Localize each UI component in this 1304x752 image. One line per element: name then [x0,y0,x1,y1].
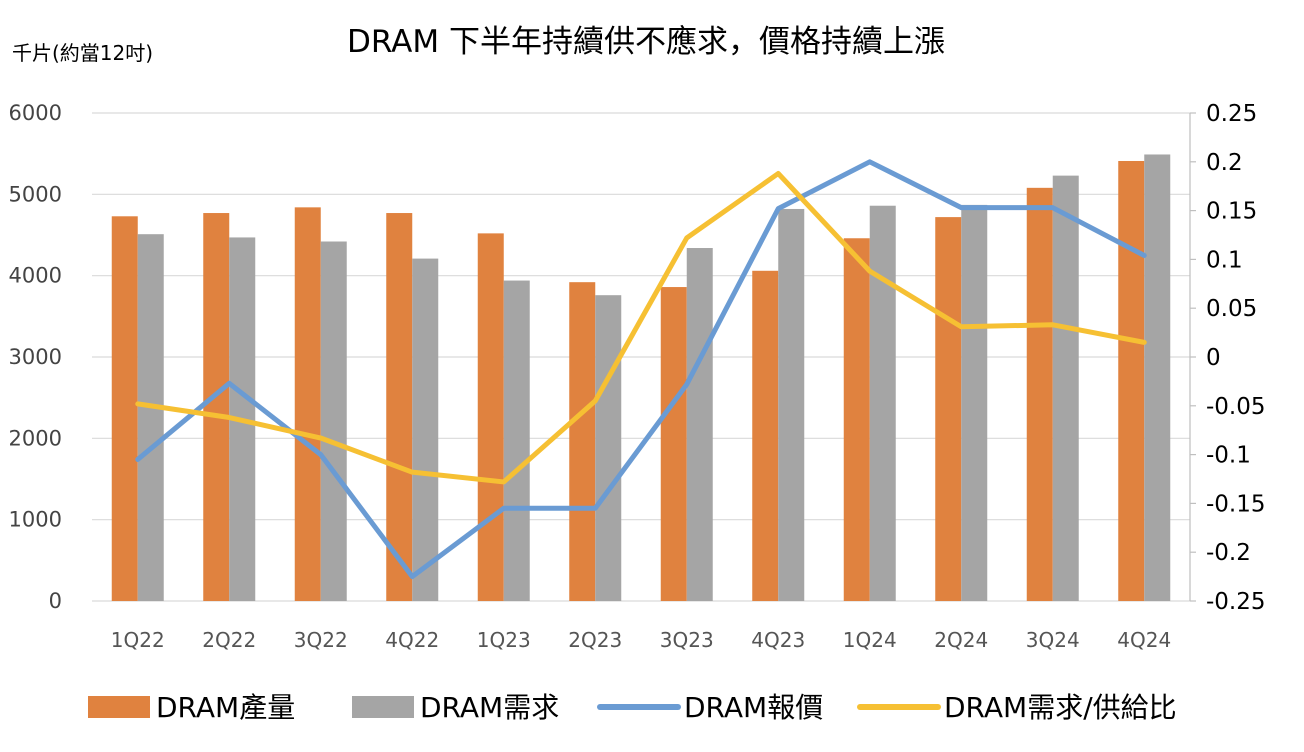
bar-production [569,282,596,601]
y-tick-label-right: -0.25 [1206,589,1266,615]
bar-production [1118,160,1145,601]
y-tick-label-right: 0.1 [1206,247,1243,273]
x-tick-label: 2Q22 [202,628,256,652]
bar-production [1026,187,1053,601]
x-tick-label: 1Q22 [111,628,165,652]
y-axis-unit-label: 千片(約當12吋) [12,41,153,65]
bar-demand [137,234,164,602]
y-tick-label-left: 0 [49,589,62,613]
bar-demand [869,205,896,601]
x-tick-label: 3Q22 [294,628,348,652]
y-tick-label-right: -0.2 [1206,540,1251,566]
bar-demand [595,295,622,601]
bar-series-group [111,154,1171,602]
x-tick-label: 2Q24 [934,628,988,652]
x-tick-label: 3Q23 [660,628,714,652]
chart-title: DRAM 下半年持續供不應求，價格持續上漲 [347,24,945,60]
x-tick-label: 2Q23 [568,628,622,652]
bar-production [294,207,321,601]
legend-label: DRAM需求 [420,691,559,724]
y-tick-label-right: 0.05 [1206,296,1257,322]
legend: DRAM產量 DRAM需求 DRAM報價 DRAM需求/供給比 [88,691,1177,724]
bar-production [111,216,138,601]
bar-production [660,287,687,601]
bar-demand [503,280,530,601]
bar-demand [1052,175,1079,602]
legend-label: DRAM產量 [156,691,295,724]
bar-demand [686,248,713,601]
legend-swatch [352,696,414,718]
y-tick-label-right: 0.25 [1206,101,1257,127]
bar-production [386,213,413,602]
bar-demand [1144,154,1171,602]
x-tick-label: 1Q23 [477,628,531,652]
y-tick-label-left: 1000 [9,508,62,532]
y-tick-label-left: 2000 [9,426,62,450]
x-tick-label: 3Q24 [1026,628,1080,652]
y-tick-label-right: -0.15 [1206,491,1266,517]
y-tick-label-right: -0.05 [1206,394,1266,420]
y-tick-label-left: 3000 [9,345,62,369]
bar-production [203,213,230,602]
x-tick-label: 4Q23 [751,628,805,652]
y-tick-label-left: 4000 [9,264,62,288]
legend-swatch [88,696,150,718]
line-series-group [135,159,1147,580]
bar-production [477,233,504,601]
y-tick-label-left: 5000 [9,182,62,206]
bar-production [843,238,870,601]
bar-demand [412,258,439,601]
y-tick-label-right: 0 [1206,345,1221,371]
x-tick-label: 4Q24 [1117,628,1171,652]
axes: 6000 5000 4000 3000 2000 1000 0 0.25 0.2 0.15 0.1 0… [9,101,1266,652]
y-tick-label-right: 0.2 [1206,150,1243,176]
bar-production [935,217,962,601]
bar-production [752,270,779,601]
y-tick-label-right: 0.15 [1206,199,1257,225]
legend-label: DRAM報價 [684,691,823,724]
x-tick-label: 1Q24 [843,628,897,652]
bar-demand [778,208,805,601]
bar-demand [320,241,347,602]
x-tick-label: 4Q22 [385,628,439,652]
line-demand-supply-ratio [135,171,1147,485]
legend-label: DRAM需求/供給比 [944,691,1177,724]
line-price [135,159,1147,580]
gridlines [92,112,1190,602]
y-tick-label-right: -0.1 [1206,443,1251,469]
y-tick-label-left: 6000 [9,101,62,125]
bar-demand [961,204,988,601]
